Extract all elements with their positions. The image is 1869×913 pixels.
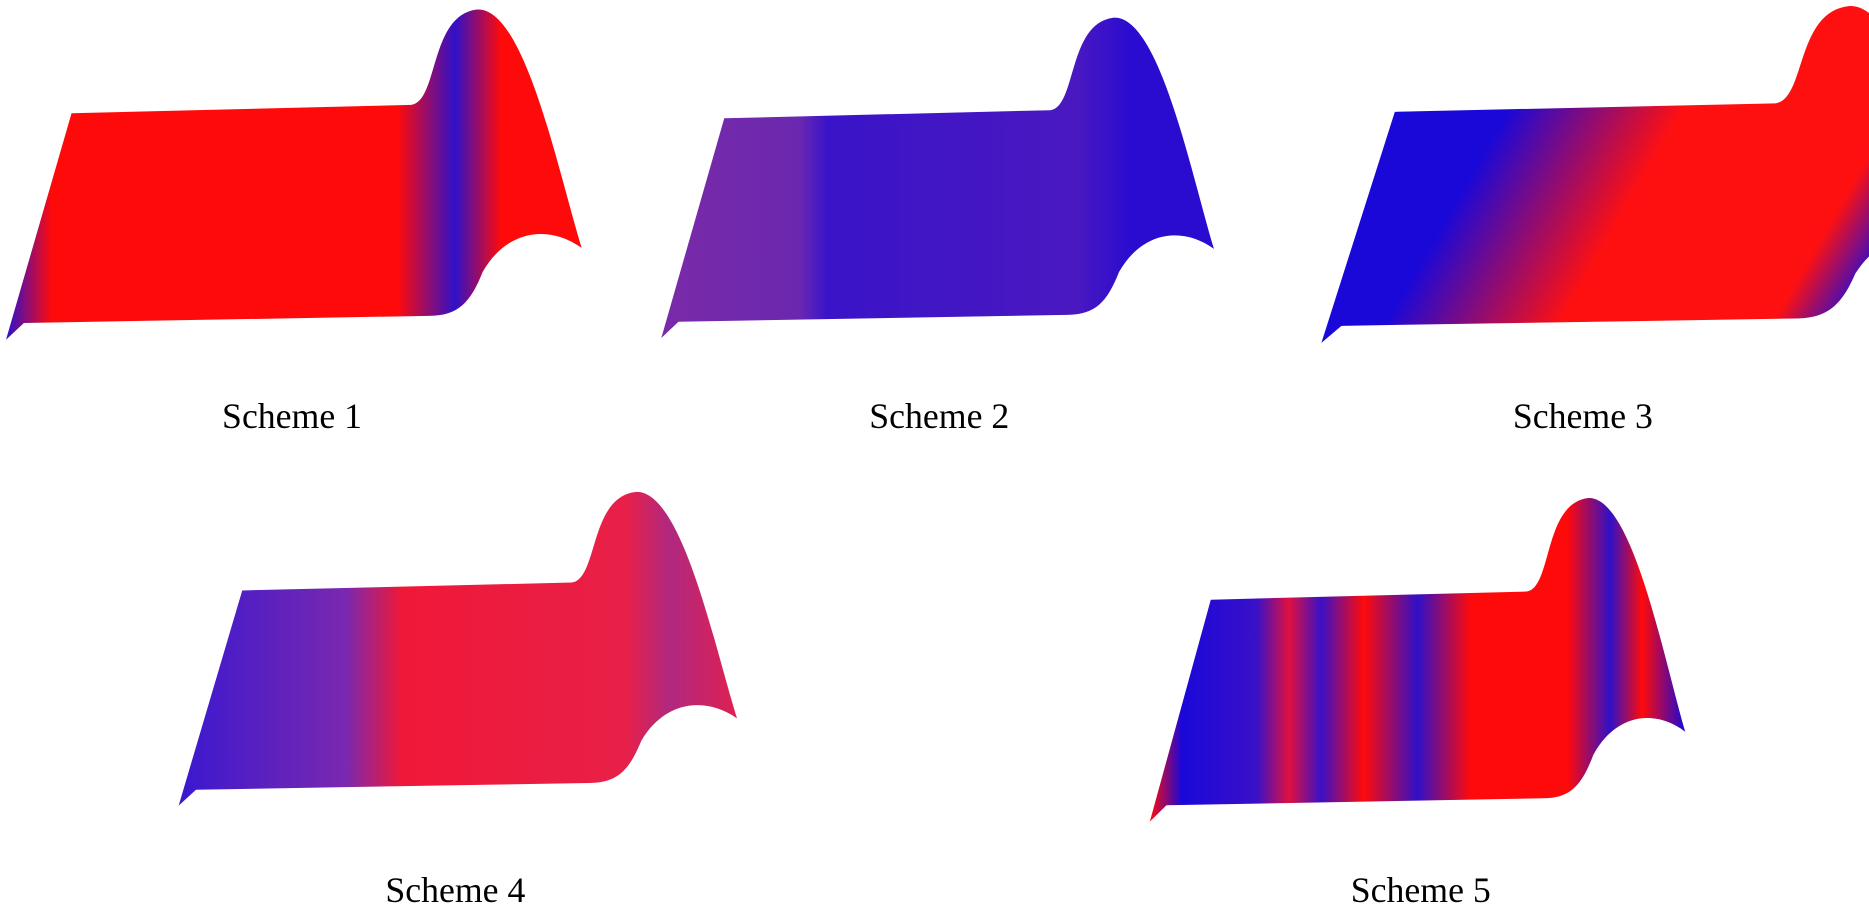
caption: Scheme 1 bbox=[222, 396, 362, 436]
caption: Scheme 5 bbox=[1351, 870, 1491, 910]
surface bbox=[178, 491, 738, 806]
surface bbox=[661, 17, 1214, 338]
surface bbox=[1321, 6, 1869, 343]
surface bbox=[1149, 498, 1686, 822]
caption: Scheme 4 bbox=[385, 870, 525, 910]
caption: Scheme 3 bbox=[1513, 396, 1653, 436]
caption: Scheme 2 bbox=[869, 396, 1009, 436]
surface bbox=[6, 9, 582, 340]
